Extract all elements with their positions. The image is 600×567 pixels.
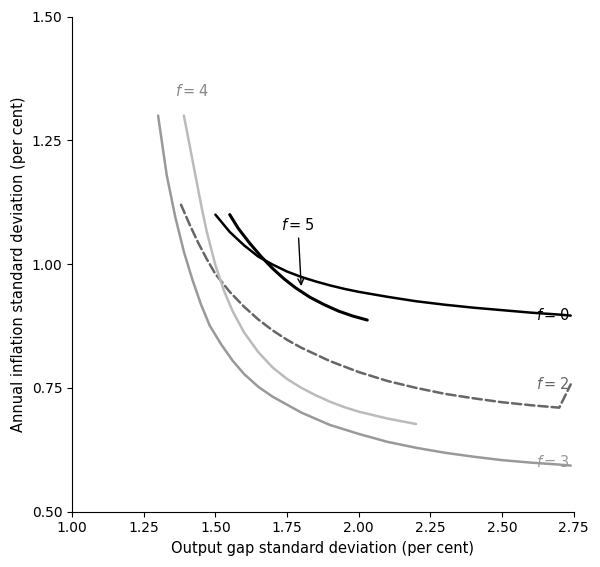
Text: $f = 4$: $f = 4$: [175, 83, 209, 99]
X-axis label: Output gap standard deviation (per cent): Output gap standard deviation (per cent): [172, 541, 475, 556]
Text: $f = 0$: $f = 0$: [536, 307, 570, 323]
Y-axis label: Annual inflation standard deviation (per cent): Annual inflation standard deviation (per…: [11, 96, 26, 432]
Text: $f = 2$: $f = 2$: [536, 376, 569, 392]
Text: $f = 5$: $f = 5$: [281, 217, 314, 285]
Text: $f = 3$: $f = 3$: [536, 454, 569, 470]
